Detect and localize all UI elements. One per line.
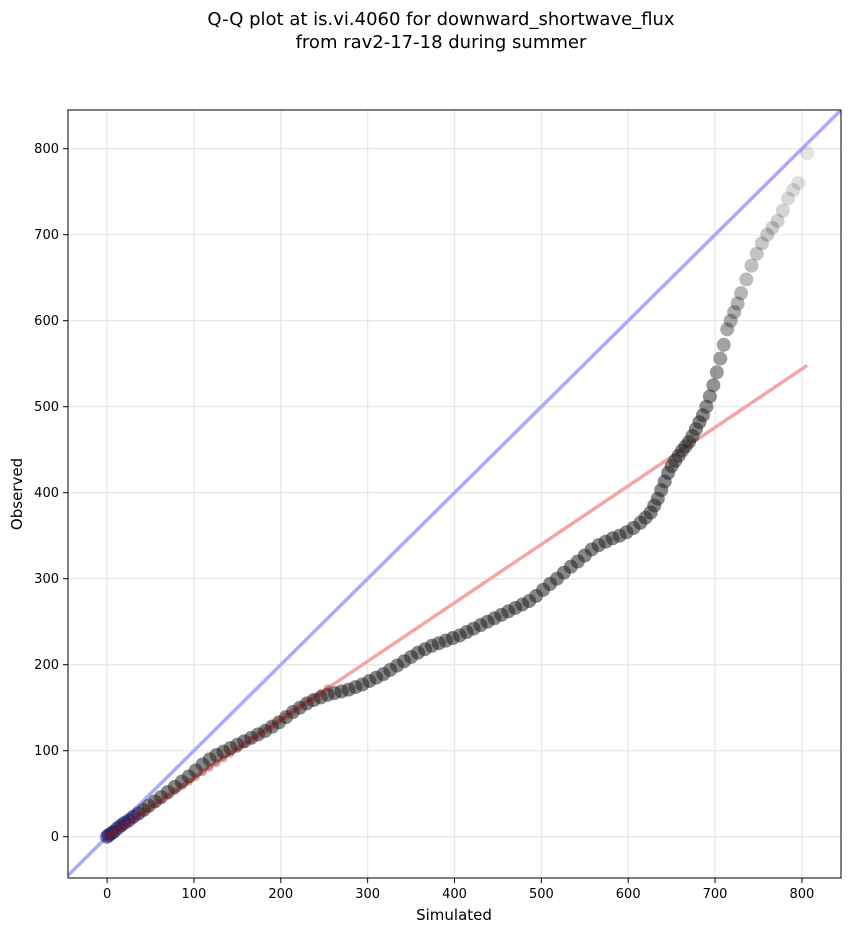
fit-overlay-point — [247, 735, 256, 744]
y-axis-label: Observed — [8, 458, 26, 530]
y-tick-label: 400 — [34, 486, 59, 501]
fit-overlay-point — [139, 808, 148, 817]
data-points — [100, 146, 815, 844]
fit-overlay-point — [254, 730, 263, 739]
x-tick-label: 400 — [442, 887, 467, 902]
one-to-one-line — [68, 110, 841, 877]
qq-point — [775, 203, 790, 218]
qq-point — [739, 272, 754, 287]
x-tick-label: 700 — [703, 887, 728, 902]
fit-overlay-point — [144, 804, 153, 813]
qq-point — [709, 365, 724, 380]
fit-overlay-point — [261, 726, 270, 735]
fit-overlay-point — [309, 693, 318, 702]
fit-overlay-point — [198, 768, 207, 777]
fit-overlay-point — [107, 829, 116, 838]
y-tick-label: 200 — [34, 658, 59, 673]
qq-point — [706, 378, 721, 393]
fit-overlay-point — [302, 698, 311, 707]
x-tick-label: 600 — [616, 887, 641, 902]
x-tick-label: 800 — [790, 887, 815, 902]
qq-point — [765, 220, 780, 235]
y-tick-label: 300 — [34, 572, 59, 587]
qq-point — [716, 337, 731, 352]
qq-point — [791, 176, 806, 191]
qq-point — [786, 182, 801, 197]
qq-point — [730, 296, 745, 311]
fit-overlay-point — [134, 811, 143, 820]
fit-overlay-point — [113, 825, 122, 834]
fit-overlay-point — [163, 791, 172, 800]
fit-overlay-point — [323, 684, 332, 693]
qq-point — [720, 322, 735, 337]
qq-point — [744, 258, 759, 273]
qq-point — [734, 286, 749, 301]
fit-overlay-point — [150, 800, 159, 809]
qq-point — [754, 236, 769, 251]
qq-point — [723, 313, 738, 328]
fit-overlay-point — [226, 749, 235, 758]
qq-point — [727, 305, 742, 320]
fit-overlay-point — [212, 759, 221, 768]
fit-overlay-point — [170, 787, 179, 796]
fit-overlay-point — [316, 688, 325, 697]
fit-overlay-point — [288, 707, 297, 716]
qq-point — [781, 191, 796, 206]
y-tick-label: 800 — [34, 142, 59, 157]
x-tick-label: 300 — [355, 887, 380, 902]
fit-overlay-point — [219, 754, 228, 763]
qq-point — [770, 213, 785, 228]
fit-overlay-point — [129, 815, 138, 824]
fit-overlay-point — [124, 818, 133, 827]
fit-overlay-point — [205, 763, 214, 772]
x-tick-label: 0 — [103, 887, 111, 902]
fit-overlay-point — [104, 831, 113, 840]
fit-overlay-point — [240, 740, 249, 749]
x-tick-label: 500 — [529, 887, 554, 902]
fit-overlay-point — [116, 823, 125, 832]
fit-overlay-point — [275, 716, 284, 725]
fit-overlay-point — [191, 773, 200, 782]
x-axis-ticks: 0 100 200 300 400 500 600 700 800 — [103, 878, 814, 902]
fit-overlay-point — [295, 702, 304, 711]
y-tick-label: 700 — [34, 228, 59, 243]
x-tick-label: 200 — [268, 887, 293, 902]
chart-title-line-2: from rav2-17-18 during summer — [296, 32, 587, 53]
chart-title-line-1: Q-Q plot at is.vi.4060 for downward_shor… — [207, 9, 675, 30]
qq-point — [713, 351, 728, 366]
fit-overlay-point — [110, 828, 119, 837]
qq-point — [702, 389, 717, 404]
y-tick-label: 100 — [34, 744, 59, 759]
y-tick-label: 500 — [34, 400, 59, 415]
fit-overlay-point — [177, 782, 186, 791]
y-tick-label: 600 — [34, 314, 59, 329]
qq-point — [760, 227, 775, 242]
x-tick-label: 100 — [182, 887, 207, 902]
fit-overlay-point — [156, 796, 165, 805]
x-axis-label: Simulated — [416, 906, 492, 924]
qq-point — [800, 146, 815, 161]
fit-overlay-point — [120, 821, 129, 830]
fit-overlay-point — [233, 745, 242, 754]
fit-overlay-point — [268, 721, 277, 730]
y-axis-ticks: 0 100 200 300 400 500 600 700 800 — [34, 142, 68, 845]
y-tick-label: 0 — [51, 830, 59, 845]
qq-point — [749, 246, 764, 261]
fit-overlay-point — [184, 777, 193, 786]
fit-overlay-point — [282, 712, 291, 721]
